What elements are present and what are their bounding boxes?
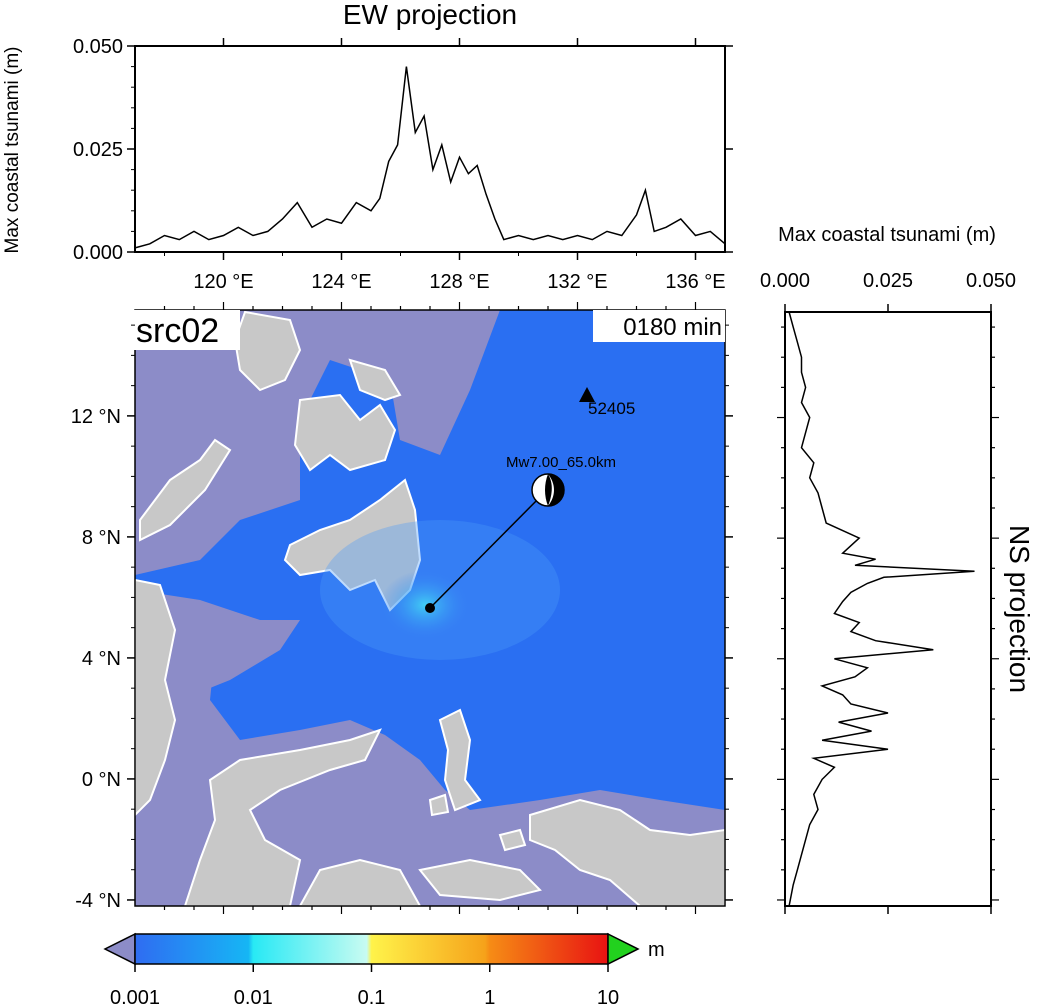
ns-x-tick-label: 0.000 bbox=[760, 270, 810, 292]
map-area bbox=[135, 310, 725, 906]
map-lat-tick-label: 12 °N bbox=[71, 406, 121, 428]
ew-projection-panel: EW projection Max coastal tsunami (m) 0.… bbox=[2, 0, 733, 293]
map-lat-tick-label: 0 °N bbox=[82, 769, 121, 791]
ns-x-ticks: 0.000 0.025 0.050 bbox=[760, 270, 1016, 914]
map-panel: src02 0180 min 52405 Mw7.00_65.0km 12 °N… bbox=[71, 302, 733, 914]
ew-y-axis-label: Max coastal tsunami (m) bbox=[2, 47, 23, 254]
colorbar-tick-label: 10 bbox=[597, 987, 619, 1007]
land-sulawesi bbox=[183, 728, 382, 906]
shelf-west bbox=[135, 310, 500, 575]
station-triangle-icon bbox=[579, 387, 595, 402]
land-new-guinea bbox=[529, 798, 725, 906]
ns-x-axis-label: Max coastal tsunami (m) bbox=[778, 224, 996, 246]
colorbar-gradient bbox=[134, 933, 609, 965]
map-lat-ticks: 12 °N 8 °N 4 °N 0 °N -4 °N bbox=[71, 324, 733, 912]
event-label: Mw7.00_65.0km bbox=[506, 454, 616, 471]
station-label: 52405 bbox=[588, 399, 635, 418]
tsunami-plume bbox=[320, 520, 560, 660]
ew-y-tick-label: 0.025 bbox=[73, 139, 123, 161]
land-samar bbox=[348, 358, 402, 402]
map-lat-tick-label: 4 °N bbox=[82, 648, 121, 670]
ew-series-line bbox=[134, 66, 726, 249]
ns-panel-title: NS projection bbox=[1004, 525, 1035, 693]
land-palawan bbox=[139, 438, 232, 542]
ew-x-ticks: 120 °E 124 °E 128 °E 132 °E 136 °E bbox=[164, 38, 726, 293]
focal-mechanism-icon bbox=[531, 473, 565, 507]
ew-panel-title: EW projection bbox=[343, 0, 517, 30]
land-borneo bbox=[135, 578, 177, 817]
colorbar-ticks: 0.001 0.01 0.1 1 10 bbox=[110, 964, 619, 1007]
source-label: src02 bbox=[136, 312, 219, 350]
ew-x-tick-label: 136 °E bbox=[665, 271, 725, 293]
ns-x-tick-label: 0.050 bbox=[966, 270, 1016, 292]
ew-y-tick-label: 0.050 bbox=[73, 36, 123, 58]
shelf-sulu bbox=[135, 590, 300, 700]
tsunami-hotspot bbox=[380, 570, 470, 640]
ns-plot-frame bbox=[784, 311, 992, 907]
ew-y-tick-label: 0.000 bbox=[73, 242, 123, 264]
colorbar-unit: m bbox=[648, 939, 665, 961]
colorbar-tick-label: 0.01 bbox=[234, 987, 273, 1007]
colorbar-low-triangle bbox=[103, 932, 136, 966]
ns-y-ticks bbox=[777, 326, 999, 901]
epicenter-dot bbox=[425, 603, 435, 613]
ns-series-line bbox=[788, 311, 975, 907]
ew-x-tick-label: 132 °E bbox=[547, 271, 607, 293]
time-label-box bbox=[593, 310, 725, 342]
map-lat-tick-label: -4 °N bbox=[75, 890, 121, 912]
colorbar-tick-label: 0.001 bbox=[110, 987, 160, 1007]
colorbar-tick-label: 0.1 bbox=[358, 987, 386, 1007]
colorbar-tick-label: 1 bbox=[484, 987, 495, 1007]
time-label: 0180 min bbox=[623, 314, 722, 341]
map-lat-tick-label: 8 °N bbox=[82, 527, 121, 549]
ew-y-ticks: 0.000 0.025 0.050 bbox=[73, 36, 733, 264]
land-seram bbox=[418, 858, 542, 902]
land-small-islands bbox=[428, 793, 527, 852]
colorbar-high-triangle bbox=[607, 932, 640, 966]
ew-x-tick-label: 124 °E bbox=[311, 271, 371, 293]
ew-x-tick-label: 128 °E bbox=[429, 271, 489, 293]
source-label-box bbox=[132, 310, 240, 350]
colorbar: 0.001 0.01 0.1 1 10 m bbox=[103, 932, 665, 1007]
land-visayas bbox=[293, 393, 397, 472]
map-lon-ticks bbox=[163, 302, 697, 914]
land-sulawesi-se bbox=[298, 858, 422, 906]
ns-projection-panel: Max coastal tsunami (m) 0.000 0.025 0.050 … bbox=[760, 224, 1035, 914]
land-halmahera bbox=[438, 708, 482, 812]
ew-x-tick-label: 120 °E bbox=[193, 271, 253, 293]
ns-x-tick-label: 0.025 bbox=[863, 270, 913, 292]
event-leader-line bbox=[429, 489, 548, 609]
